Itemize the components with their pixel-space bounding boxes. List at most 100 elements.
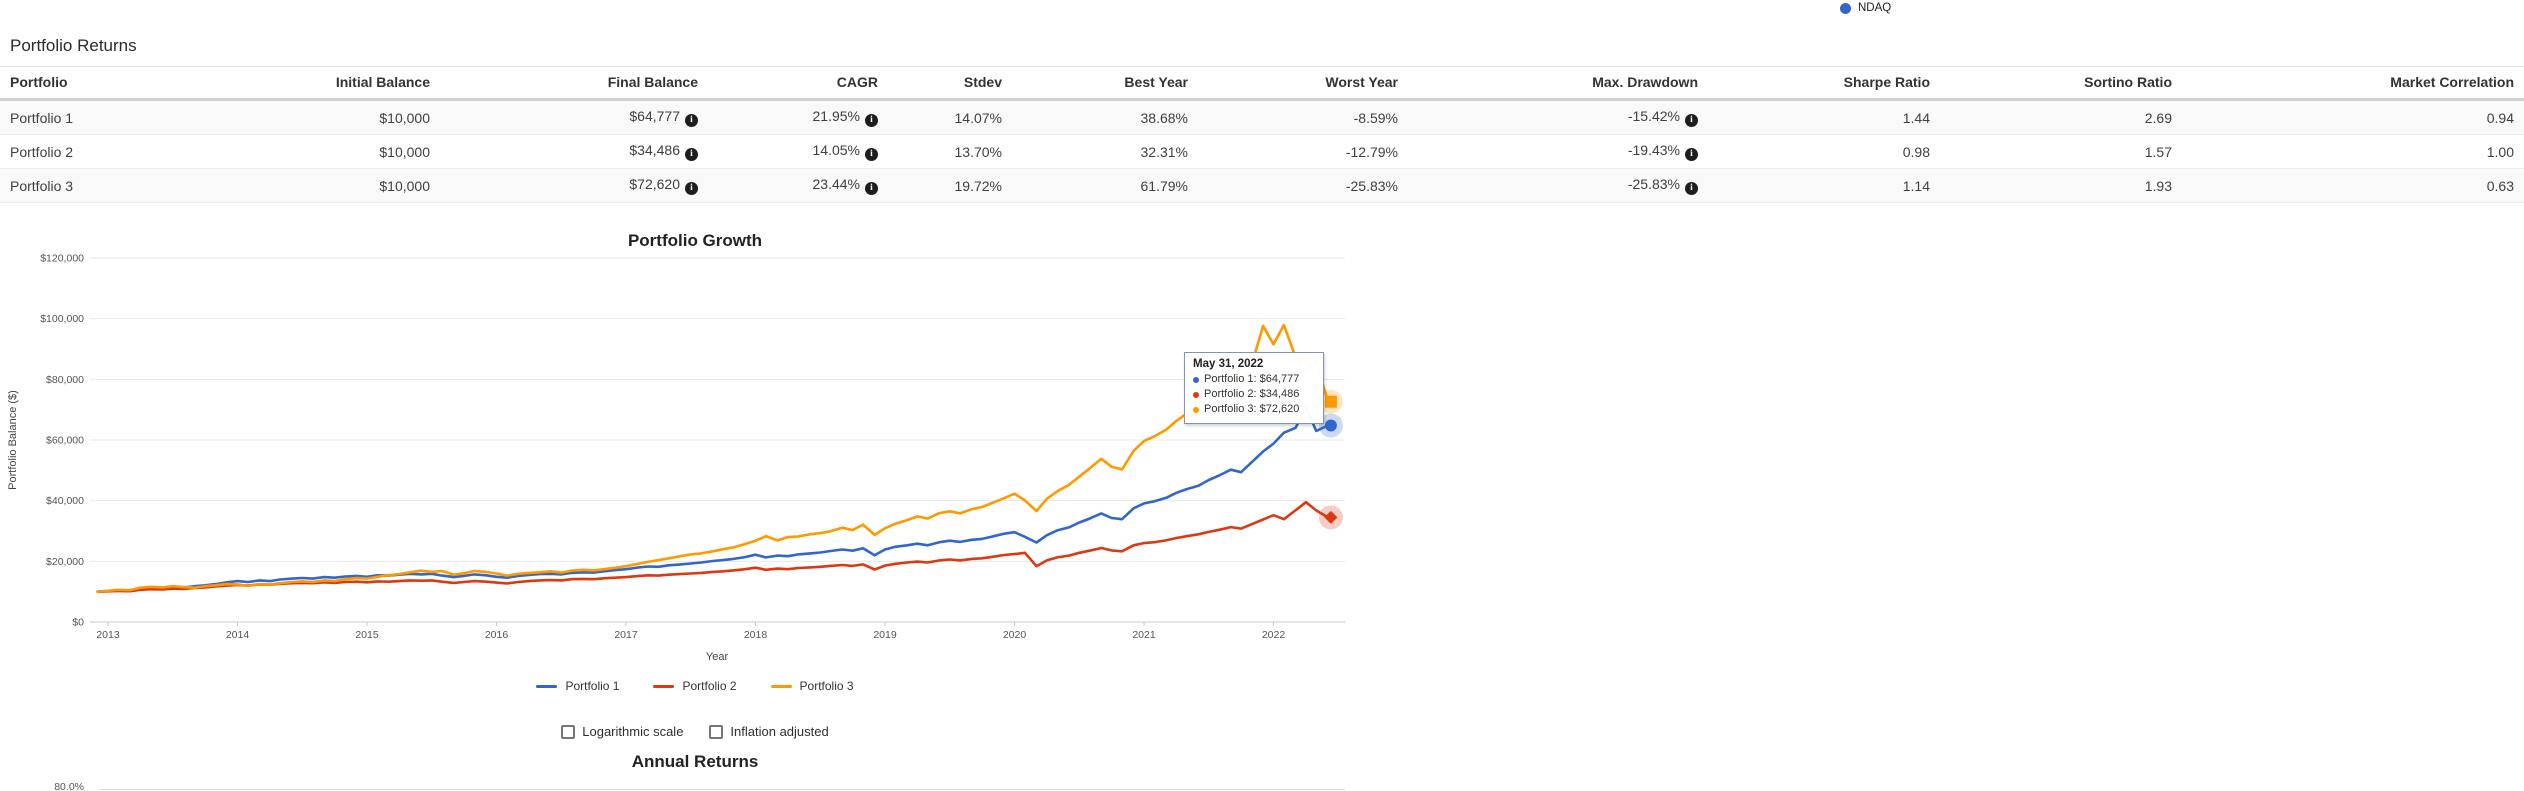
info-icon[interactable]: i (1685, 182, 1698, 195)
y-tick-label: $100,000 (40, 313, 84, 325)
col-header-portfolio: Portfolio (0, 66, 320, 101)
annual-returns-title: Annual Returns (631, 752, 759, 771)
info-icon[interactable]: i (685, 182, 698, 195)
series-line-portfolio-3[interactable] (96, 323, 1330, 594)
col-header-worst-year: Worst Year (1198, 66, 1408, 101)
legend-line-icon (770, 684, 792, 688)
col-header-market-correlation: Market Correlation (2182, 66, 2524, 101)
table-cell: -8.59% (1198, 99, 1408, 135)
x-tick-label: 2018 (744, 629, 768, 641)
table-cell: $10,000 (320, 168, 440, 203)
chart-tooltip: May 31, 2022 Portfolio 1: $64,777 Portfol… (1184, 352, 1324, 424)
table-cell: -15.42% i (1408, 99, 1708, 135)
table-header-row: Portfolio Initial Balance Final Balance CAG… (0, 66, 2524, 101)
info-icon[interactable]: i (685, 148, 698, 161)
table-cell: 1.14 (1708, 168, 1940, 203)
annual-gridline (100, 789, 1345, 790)
portfolio-growth-chart[interactable]: $0 $20,000 $40,000 $60,000 $80,000 $100,000 $1… (0, 250, 1390, 672)
tooltip-date: May 31, 2022 (1193, 358, 1264, 370)
table-cell: 0.63 (2182, 168, 2524, 203)
table-cell: 1.00 (2182, 134, 2524, 169)
tooltip-series-dot-icon (1193, 406, 1199, 413)
table-row: Portfolio 3 $10,000 $72,620 i 23.44% i 19.72% 6… (0, 168, 2524, 203)
growth-chart-legend: Portfolio 1 Portfolio 2 Portfolio 3 (0, 679, 1390, 693)
col-header-best-year: Best Year (1012, 66, 1198, 101)
table-cell: -25.83% (1198, 168, 1408, 203)
table-cell: $10,000 (320, 99, 440, 135)
table-cell: $34,486 i (440, 134, 708, 169)
legend-item-portfolio-1[interactable]: Portfolio 1 (536, 679, 619, 693)
checkbox-icon[interactable] (561, 724, 576, 739)
legend-item-portfolio-2[interactable]: Portfolio 2 (653, 679, 737, 693)
tooltip-series-dot-icon (1193, 376, 1199, 383)
table-row: Portfolio 1 $10,000 $64,777 i 21.95% i 14.07% 3… (0, 99, 2524, 135)
table-cell: Portfolio 1 (0, 99, 320, 135)
tooltip-entry-text: Portfolio 3: $72,620 (1204, 403, 1300, 415)
table-cell: 1.93 (1940, 168, 2182, 203)
tooltip-entry-text: Portfolio 1: $64,777 (1204, 373, 1300, 385)
tooltip-entry: Portfolio 2: $34,486 (1193, 387, 1315, 402)
portfolio-returns-table: Portfolio Initial Balance Final Balance CAG… (0, 66, 2524, 203)
info-icon[interactable]: i (1685, 148, 1698, 161)
table-cell: 14.05% i (708, 134, 888, 169)
table-cell: $72,620 i (440, 168, 708, 203)
end-marker-square[interactable] (1324, 395, 1337, 408)
info-icon[interactable]: i (865, 114, 878, 127)
x-tick-label: 2014 (226, 629, 250, 641)
y-tick-label: $20,000 (46, 556, 84, 568)
col-header-cagr: CAGR (708, 66, 888, 101)
table-cell: 14.07% (888, 99, 1012, 135)
tooltip-series-dot-icon (1193, 391, 1199, 398)
x-tick-label: 2021 (1132, 629, 1156, 641)
table-cell: 2.69 (1940, 99, 2182, 135)
chart-options-row: Logarithmic scale Inflation adjusted (0, 724, 1390, 739)
portfolio-returns-table-wrap: Portfolio Initial Balance Final Balance CAG… (0, 66, 2524, 203)
col-header-initial-balance: Initial Balance (320, 66, 440, 101)
table-cell: 19.72% (888, 168, 1012, 203)
legend-label: Portfolio 2 (682, 679, 737, 693)
table-cell: 13.70% (888, 134, 1012, 169)
table-cell: -25.83% i (1408, 168, 1708, 203)
table-cell: 21.95% i (708, 99, 888, 135)
col-header-stdev: Stdev (888, 66, 1012, 101)
x-tick-label: 2015 (355, 629, 379, 641)
page-title: Portfolio Returns (10, 36, 137, 55)
info-icon[interactable]: i (685, 114, 698, 127)
tooltip-entry: Portfolio 3: $72,620 (1193, 402, 1315, 417)
y-tick-label: $40,000 (46, 495, 84, 507)
table-cell: $64,777 i (440, 99, 708, 135)
x-tick-label: 2020 (1003, 629, 1027, 641)
table-cell: 38.68% (1012, 99, 1198, 135)
checkbox-logarithmic-scale[interactable]: Logarithmic scale (561, 724, 683, 739)
col-header-max-drawdown: Max. Drawdown (1408, 66, 1708, 101)
legend-line-icon (536, 684, 558, 688)
y-tick-label: $60,000 (46, 435, 84, 447)
checkbox-inflation-adjusted[interactable]: Inflation adjusted (709, 724, 829, 739)
checkbox-icon[interactable] (709, 724, 724, 739)
y-axis-title: Portfolio Balance ($) (7, 390, 19, 490)
x-tick-label: 2016 (485, 629, 509, 641)
y-tick-label: $0 (72, 617, 84, 629)
y-tick-label: $120,000 (40, 253, 84, 265)
ticker-legend-label: NDAQ (1858, 2, 1892, 14)
table-cell: 32.31% (1012, 134, 1198, 169)
x-tick-label: 2013 (96, 629, 120, 641)
table-cell: -19.43% i (1408, 134, 1708, 169)
table-row: Portfolio 2 $10,000 $34,486 i 14.05% i 13.70% 3… (0, 134, 2524, 169)
ticker-legend: NDAQ (1840, 2, 1891, 14)
y-tick-label: $80,000 (46, 374, 84, 386)
series-line-portfolio-1[interactable] (96, 405, 1330, 594)
legend-label: Portfolio 3 (799, 679, 854, 693)
legend-item-portfolio-3[interactable]: Portfolio 3 (770, 679, 854, 693)
table-cell: 61.79% (1012, 168, 1198, 203)
table-cell: 0.98 (1708, 134, 1940, 169)
table-cell: Portfolio 2 (0, 134, 320, 169)
info-icon[interactable]: i (1685, 114, 1698, 127)
end-marker-circle[interactable] (1324, 419, 1337, 432)
info-icon[interactable]: i (865, 148, 878, 161)
col-header-final-balance: Final Balance (440, 66, 708, 101)
legend-label: Portfolio 1 (565, 679, 620, 693)
table-cell: $10,000 (320, 134, 440, 169)
x-tick-label: 2022 (1262, 629, 1286, 641)
info-icon[interactable]: i (865, 182, 878, 195)
